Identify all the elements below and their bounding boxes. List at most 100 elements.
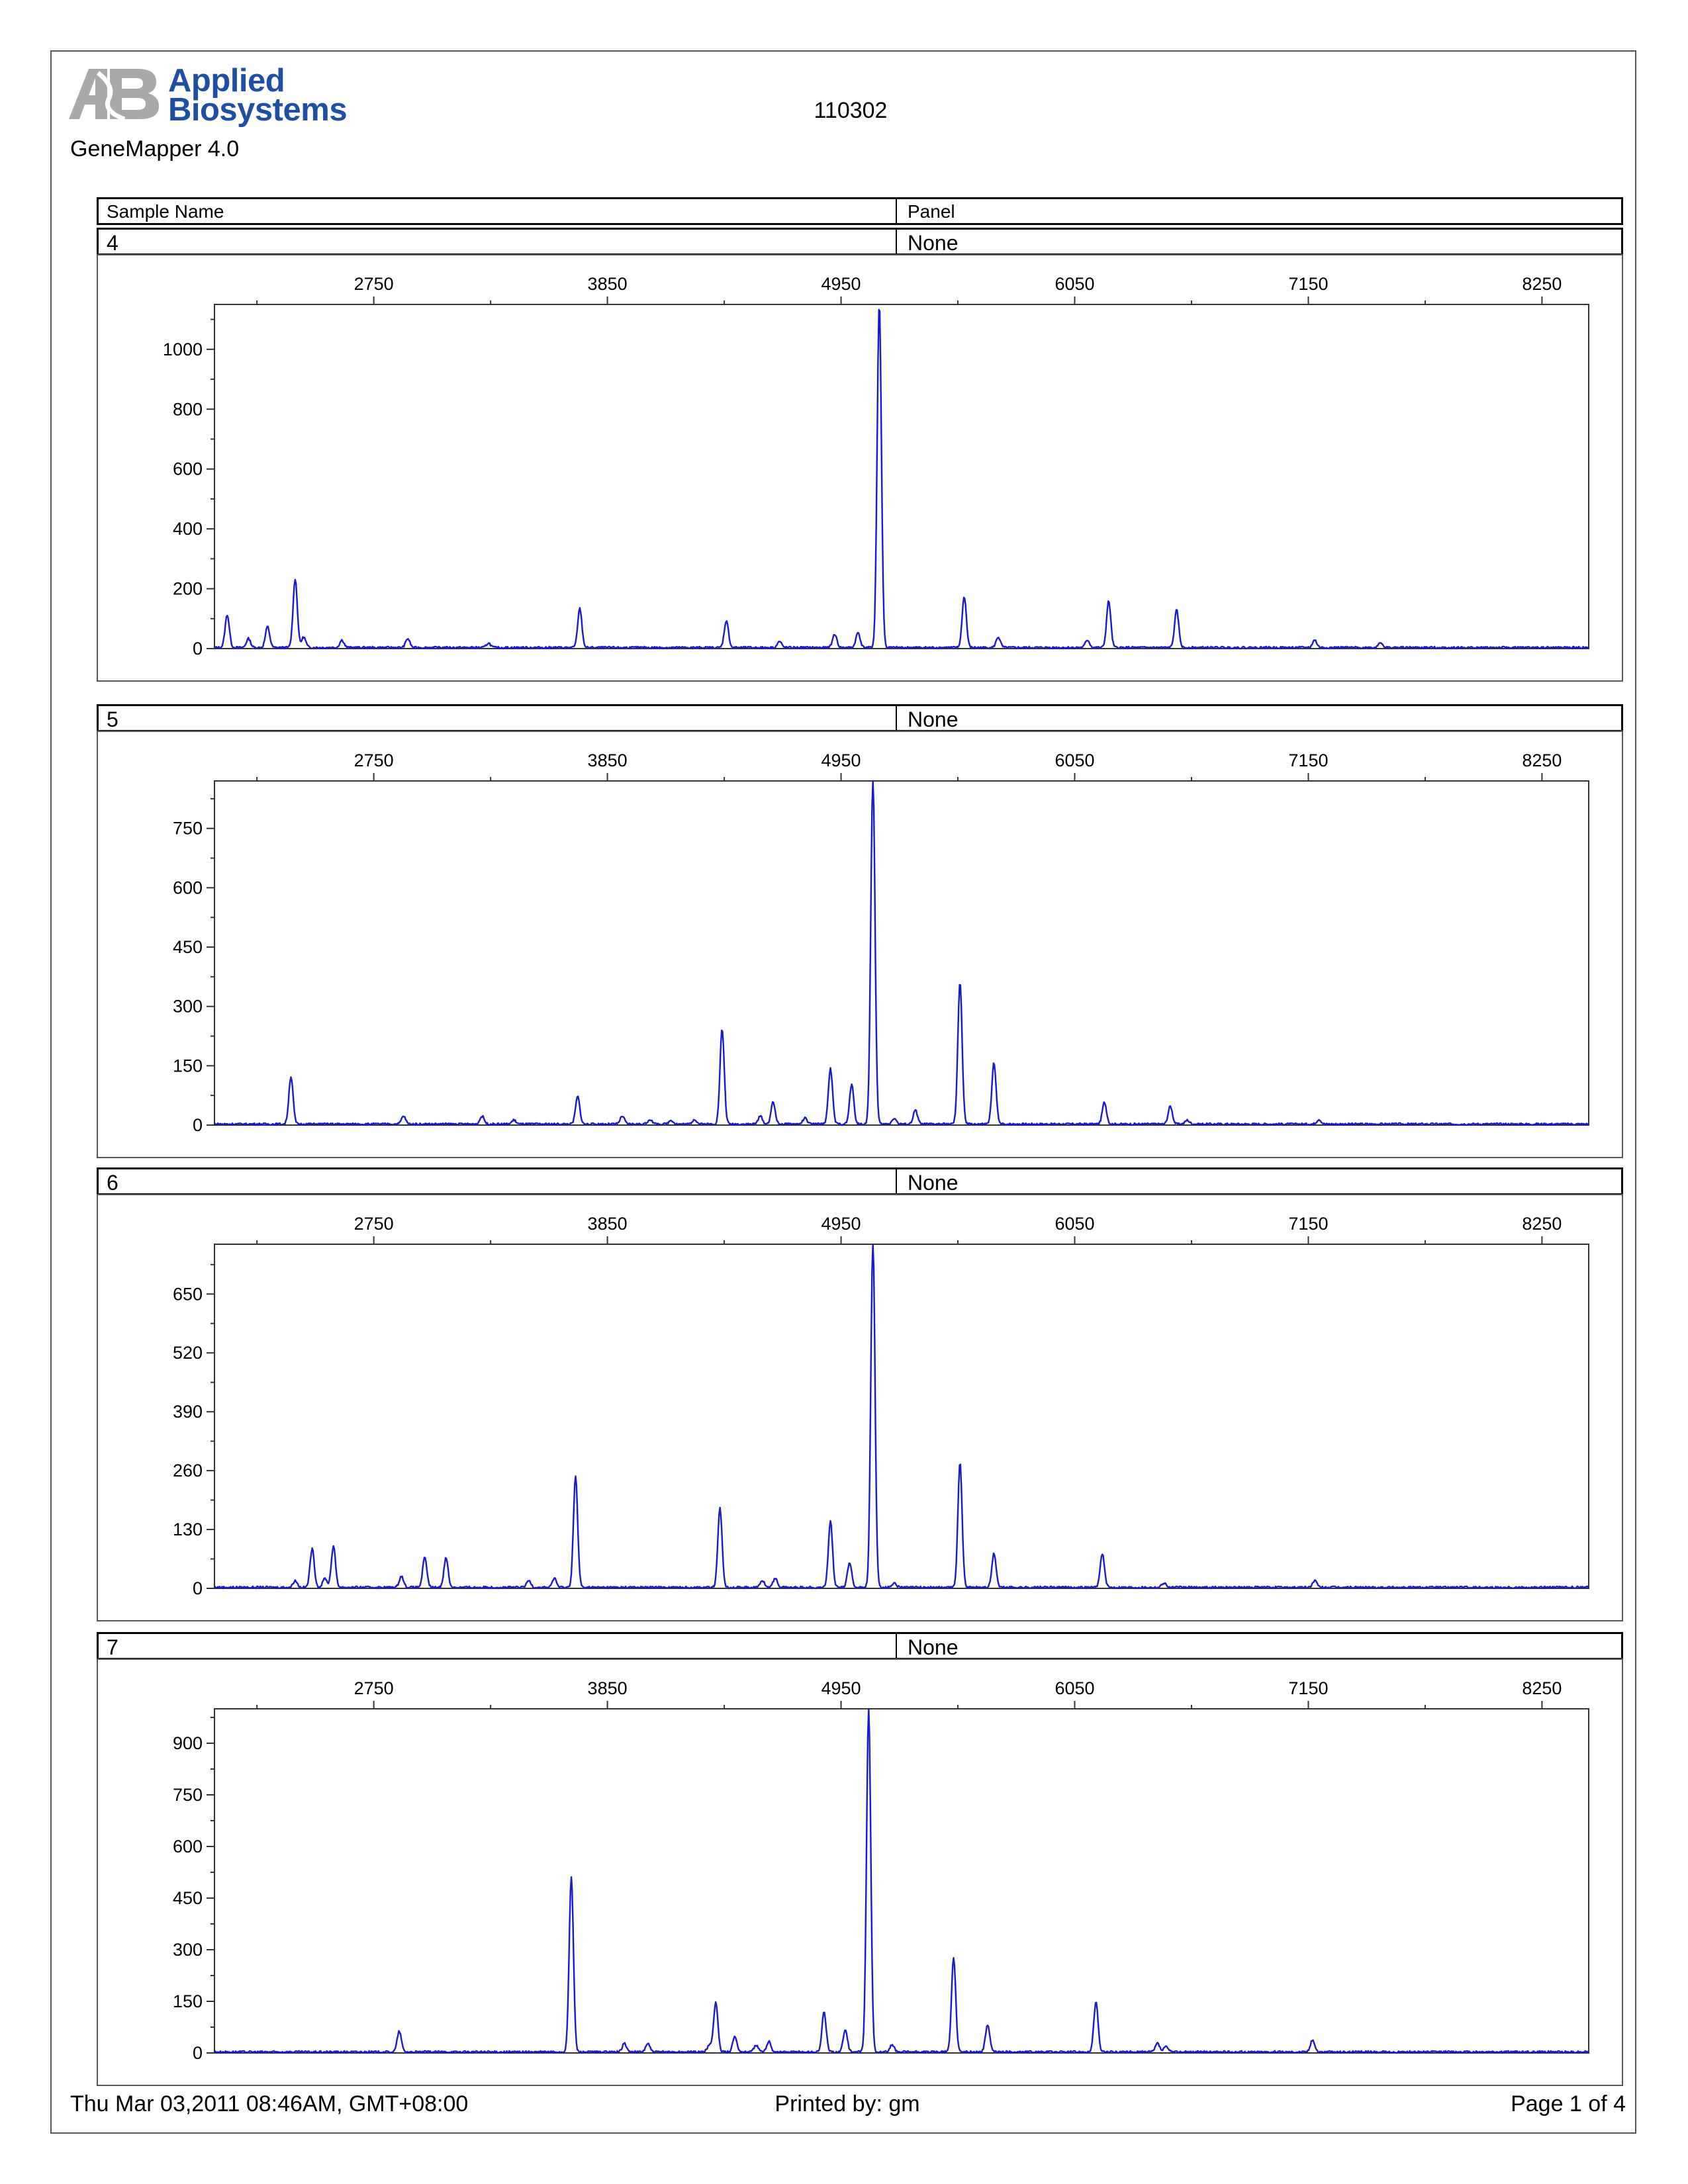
peak-point [624,2044,626,2046]
sample-row: 7 None [97,1632,1623,1660]
y-tick-label: 0 [193,1578,203,1598]
sample-panel: None [908,1635,959,1659]
x-tick-label: 6050 [1055,751,1094,770]
peak-point [1314,640,1316,642]
y-tick-label: 200 [173,579,203,599]
peak-point [575,1477,577,1479]
x-tick-label: 8250 [1522,274,1562,294]
peak-point [804,1118,806,1120]
panel-header: Panel [908,201,955,222]
brand-line-2: Biosystems [168,92,348,128]
peak-point [303,637,305,639]
peak-point [726,621,727,623]
sample-name-header: Sample Name [107,201,224,222]
peak-point [622,1116,624,1118]
x-tick-label: 7150 [1288,274,1328,294]
page-number: Page 1 of 4 [1511,2091,1626,2116]
peak-point [481,1116,483,1118]
peak-point [406,639,408,641]
peak-point [513,1120,515,1122]
x-tick-label: 4950 [821,1678,861,1698]
sample-name: 4 [107,231,118,255]
ab-logo-icon [69,69,159,122]
peak-point [868,1708,870,1710]
peak-point [778,641,780,643]
peak-point [761,1580,763,1582]
x-tick-label: 3850 [588,1678,628,1698]
x-tick-label: 2750 [354,751,394,770]
x-tick-label: 6050 [1055,274,1094,294]
peak-point [851,1085,853,1087]
electropherogram-chart: 2750 3850 4950 6050 7150 8250 0 150 300 450 600 750… [173,1678,1589,2063]
peak-point [248,639,250,641]
peak-point [1318,1119,1320,1121]
peak-point [400,1576,402,1578]
y-tick-label: 650 [173,1284,203,1304]
signal-trace [214,1243,1589,1590]
peak-point [1102,1553,1103,1555]
peak-point [1163,1583,1165,1585]
peak-point [487,643,489,645]
sample-row: 6 None [97,1167,1623,1195]
y-tick-label: 450 [173,1888,203,1908]
peak-point [857,633,859,635]
peak-point [311,1549,313,1551]
peak-point [993,1553,995,1555]
x-tick-label: 6050 [1055,1678,1094,1698]
electropherogram-chart: 2750 3850 4950 6050 7150 8250 0 200 400 600 800 100… [163,274,1589,659]
peak-point [844,2030,846,2032]
sample-row: 4 None [97,228,1623,255]
peak-point [953,1958,955,1960]
y-tick-label: 150 [173,1056,203,1075]
y-tick-label: 450 [173,937,203,957]
peak-point [963,597,965,599]
peak-point [1156,2044,1158,2046]
peak-point [829,1069,831,1071]
peak-point [424,1558,426,1560]
electropherogram-chart: 2750 3850 4950 6050 7150 8250 0 130 260 390 520 650 [173,1214,1589,1598]
signal-trace [214,780,1589,1126]
sample-panel: None [908,1171,959,1195]
peak-point [1314,1580,1316,1582]
plot-area [214,304,1589,649]
sample-name: 5 [107,707,118,731]
x-tick-label: 4950 [821,751,861,770]
x-tick-label: 4950 [821,1214,861,1234]
y-tick-label: 150 [173,1991,203,2011]
signal-trace [214,1707,1589,2054]
peak-point [986,2025,988,2026]
peak-point [959,1463,961,1465]
plot-frame [97,1194,1623,1621]
peak-point [872,780,874,782]
y-tick-label: 260 [173,1461,203,1480]
peak-point [528,1580,530,1582]
peak-point [647,2044,649,2046]
x-tick-label: 2750 [354,1214,394,1234]
print-date: Thu Mar 03,2011 08:46AM, GMT+08:00 [70,2091,469,2116]
plot-area [214,780,1589,1126]
table-header: Sample Name Panel [97,197,1623,225]
plot-area [214,1244,1589,1589]
peak-point [294,1580,296,1582]
column-divider [896,706,897,730]
brand-line-1: Applied [168,63,285,99]
sample-panel: None [908,707,959,731]
peak-point [715,2002,717,2004]
sample-row: 5 None [97,704,1623,732]
peak-point [829,1522,831,1524]
peak-point [872,1244,874,1246]
peak-point [768,2042,770,2044]
peak-point [579,609,581,611]
peak-point [1380,642,1382,644]
x-tick-label: 7150 [1288,1678,1328,1698]
peak-point [755,2045,757,2047]
column-divider [896,199,897,223]
peak-point [399,2031,400,2033]
peak-point [294,579,296,581]
peak-point [1107,601,1109,603]
electropherogram-chart: 2750 3850 4950 6050 7150 8250 0 150 300 450 600 750 [173,751,1589,1135]
page-frame [50,50,1636,2134]
y-tick-label: 750 [173,819,203,839]
peak-point [849,1563,851,1565]
y-tick-label: 400 [173,519,203,539]
